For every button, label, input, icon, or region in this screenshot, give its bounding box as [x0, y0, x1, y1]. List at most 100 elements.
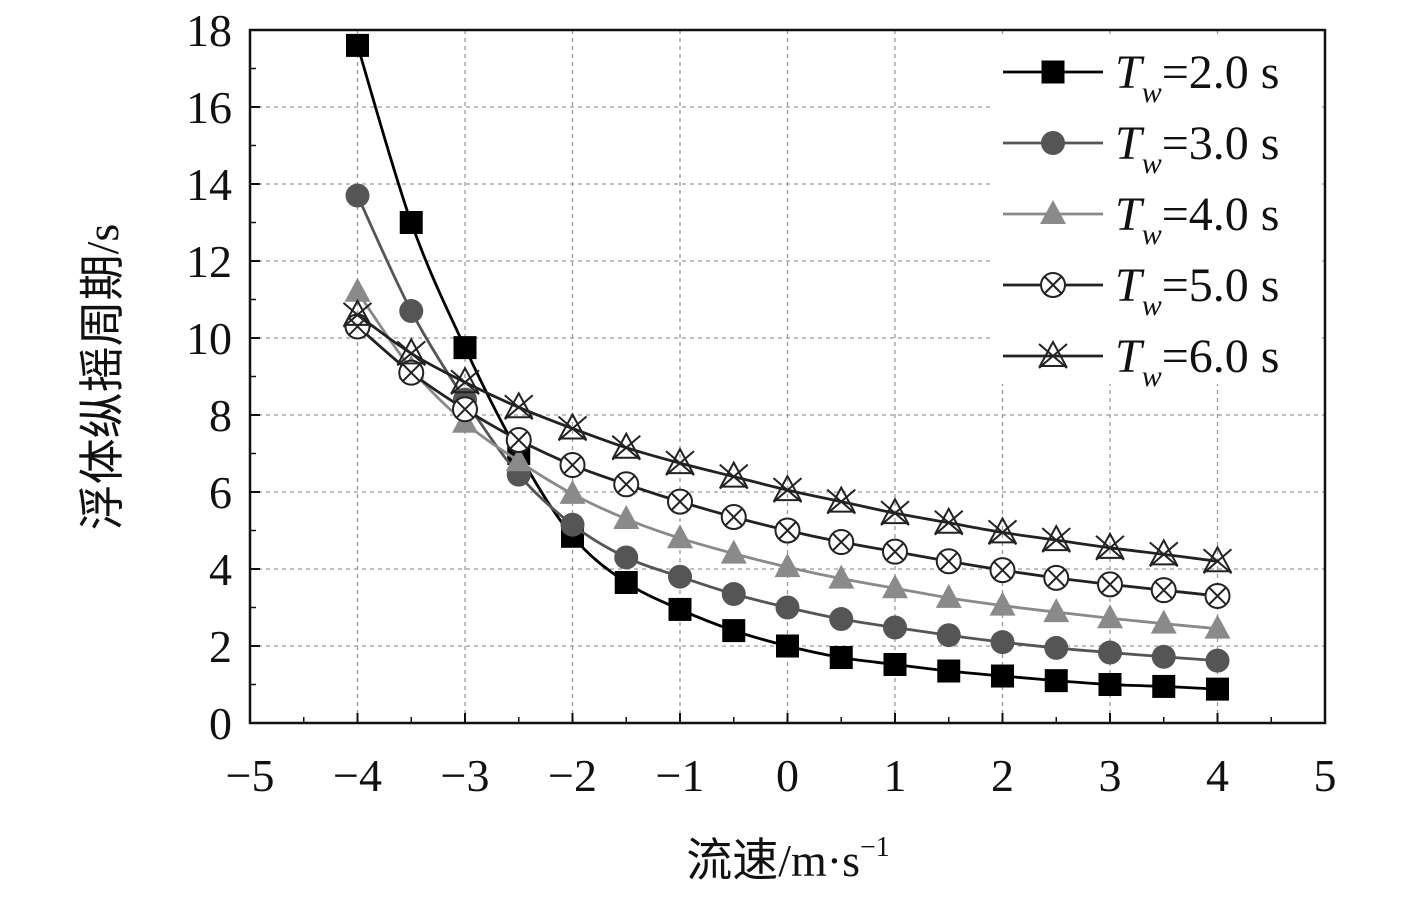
data-point — [342, 298, 373, 328]
x-tick-label: 0 — [776, 750, 799, 801]
data-point — [1043, 598, 1070, 623]
axis-labels: 浮体纵摇周期/s 流速/m·s−1 — [77, 224, 890, 886]
marker-shape — [936, 623, 961, 648]
marker-cross — [456, 400, 474, 418]
marker-shape — [772, 473, 803, 502]
marker-shape — [991, 664, 1014, 688]
legend-label-symbol: T — [1115, 188, 1145, 241]
x-tick-label: 1 — [884, 750, 907, 801]
data-point — [829, 646, 853, 670]
y-axis-label: 浮体纵摇周期/s — [77, 224, 128, 531]
marker-shape — [990, 630, 1015, 655]
marker-shape — [504, 391, 534, 419]
marker-shape — [987, 516, 1018, 544]
data-point — [614, 545, 639, 570]
marker-shape — [937, 659, 961, 683]
marker-shape — [880, 497, 910, 525]
data-point — [559, 452, 586, 479]
y-tick-label: 18 — [186, 5, 232, 56]
series-1 — [346, 33, 1229, 701]
data-point — [935, 548, 962, 575]
marker-shape — [1038, 339, 1068, 367]
legend-marker — [1041, 60, 1065, 84]
data-point — [668, 597, 692, 621]
marker-shape — [720, 539, 747, 564]
marker-cross — [450, 369, 480, 396]
data-point — [1097, 571, 1123, 598]
marker-shape — [346, 33, 369, 57]
marker-cross — [826, 488, 856, 515]
data-point — [720, 539, 747, 564]
data-point — [557, 412, 588, 442]
legend-label-subscript: w — [1142, 218, 1162, 251]
x-tick-label: −1 — [656, 750, 705, 801]
legend-label-subscript: w — [1142, 76, 1162, 109]
data-point — [882, 538, 908, 565]
legend-marker — [1040, 272, 1066, 298]
marker-shape — [1205, 648, 1230, 673]
marker-shape — [829, 607, 854, 632]
y-tick-label: 0 — [209, 698, 232, 749]
data-point — [719, 460, 749, 490]
data-point — [668, 564, 692, 589]
marker-cross — [1149, 541, 1179, 568]
legend-item: Tw=5.0 s — [1003, 259, 1279, 322]
data-point — [880, 497, 910, 526]
data-point — [1206, 677, 1229, 701]
marker-shape — [1150, 609, 1177, 634]
data-point — [667, 524, 693, 549]
data-point — [560, 512, 585, 537]
marker-cross — [934, 510, 964, 536]
marker-shape — [1044, 669, 1068, 693]
marker-shape — [450, 366, 480, 394]
legend-label-value: =2.0 s — [1162, 46, 1280, 99]
data-point — [611, 431, 641, 461]
data-point — [934, 506, 964, 536]
data-point — [345, 183, 370, 208]
legend-label-symbol: T — [1115, 330, 1145, 383]
legend-label-symbol: T — [1115, 259, 1145, 312]
marker-cross — [563, 456, 582, 474]
x-tick-label: 4 — [1206, 750, 1229, 801]
data-point — [505, 427, 532, 454]
marker-shape — [668, 564, 692, 589]
data-point — [1043, 564, 1070, 591]
marker-shape — [668, 597, 692, 621]
legend-item: Tw=4.0 s — [1003, 188, 1279, 251]
data-point — [396, 337, 426, 367]
marker-cross — [886, 542, 904, 561]
data-point — [613, 471, 640, 498]
y-tick-label: 16 — [186, 82, 232, 133]
legend-marker — [1038, 339, 1068, 369]
data-point — [667, 488, 693, 515]
data-point — [772, 473, 803, 503]
y-tick-label: 2 — [209, 621, 232, 672]
data-point — [1095, 531, 1125, 561]
data-point — [989, 557, 1016, 584]
data-point — [774, 553, 801, 578]
marker-shape — [613, 504, 640, 529]
data-point — [613, 504, 640, 529]
data-point — [1097, 604, 1123, 629]
legend-label: Tw=3.0 s — [1115, 117, 1279, 180]
marker-shape — [667, 524, 693, 549]
marker-cross — [1208, 587, 1227, 605]
legend-marker — [1041, 131, 1065, 155]
x-tick-label: −3 — [441, 750, 490, 801]
marker-shape — [1206, 677, 1229, 701]
x-tick-label: 2 — [991, 750, 1014, 801]
data-point — [1150, 577, 1177, 604]
marker-shape — [399, 299, 424, 324]
x-tick-label: −5 — [226, 750, 275, 801]
marker-shape — [557, 412, 588, 440]
legend-item: Tw=2.0 s — [1003, 46, 1279, 109]
legend-item: Tw=6.0 s — [1003, 330, 1279, 393]
marker-shape — [935, 583, 962, 608]
marker-cross — [402, 363, 420, 382]
legend-label: Tw=5.0 s — [1115, 259, 1279, 322]
legend-label: Tw=4.0 s — [1115, 188, 1279, 251]
data-point — [1041, 524, 1071, 553]
data-point — [450, 366, 480, 396]
